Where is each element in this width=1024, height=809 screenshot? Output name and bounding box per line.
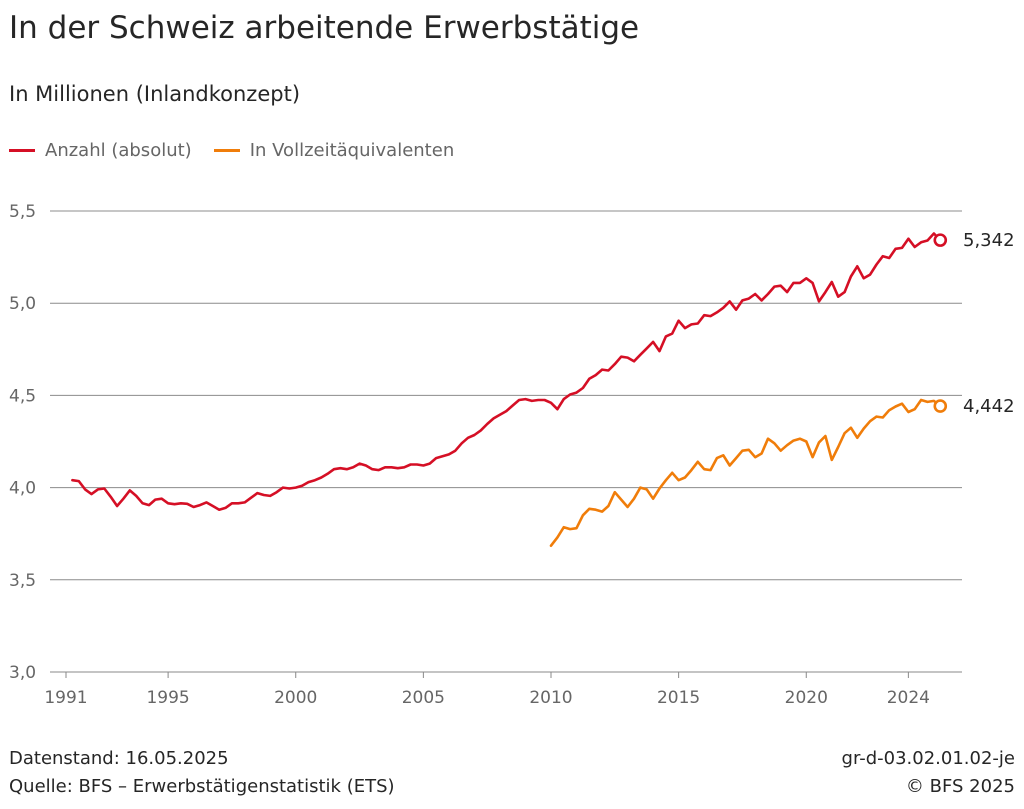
y-tick-label: 3,0: [9, 663, 36, 683]
legend-item-vollzeit: In Vollzeitäquivalenten: [213, 140, 455, 161]
chart-subtitle: In Millionen (Inlandkonzept): [9, 82, 301, 106]
legend-label-vollzeit: In Vollzeitäquivalenten: [249, 140, 455, 161]
legend-item-anzahl: Anzahl (absolut): [9, 140, 192, 161]
data-date: Datenstand: 16.05.2025: [9, 748, 229, 769]
x-tick-label: 2005: [402, 688, 445, 708]
x-tick-label: 2024: [887, 688, 930, 708]
series-line-0: [71, 232, 942, 511]
x-tick-label: 2010: [529, 688, 572, 708]
x-tick-label: 2020: [785, 688, 828, 708]
y-tick-label: 4,5: [9, 386, 36, 406]
footer-right: gr-d-03.02.01.02-je © BFS 2025: [842, 745, 1015, 801]
y-tick-label: 5,0: [9, 294, 36, 314]
x-tick-label: 2015: [657, 688, 700, 708]
data-source: Quelle: BFS – Erwerbstätigenstatistik (E…: [9, 776, 395, 797]
legend-swatch-anzahl: [9, 149, 35, 152]
y-tick-label: 4,0: [9, 479, 36, 499]
chart-title: In der Schweiz arbeitende Erwerbstätige: [9, 10, 640, 46]
y-tick-label: 5,5: [9, 202, 36, 222]
series-end-label-0: 5,342: [963, 230, 1015, 251]
series-end-label-1: 4,442: [963, 396, 1015, 417]
series-line-1: [549, 398, 942, 547]
footer-left: Datenstand: 16.05.2025 Quelle: BFS – Erw…: [9, 745, 395, 801]
copyright: © BFS 2025: [905, 776, 1015, 797]
series-end-marker-0: [933, 233, 948, 247]
x-tick-label: 2000: [274, 688, 317, 708]
legend-label-anzahl: Anzahl (absolut): [45, 140, 192, 161]
y-tick-label: 3,5: [9, 571, 36, 591]
series-end-marker-1: [933, 399, 948, 413]
line-chart: 3,0 3,5 4,0 4,5 5,0 5,5 1991 1995 2000 2005 2010 20…: [9, 202, 1015, 708]
x-tick-label: 1991: [44, 688, 87, 708]
x-tick-label: 1995: [146, 688, 189, 708]
legend: Anzahl (absolut) In Vollzeitäquivalenten: [9, 140, 476, 161]
graphic-code: gr-d-03.02.01.02-je: [841, 748, 1015, 769]
legend-swatch-vollzeit: [213, 149, 240, 152]
